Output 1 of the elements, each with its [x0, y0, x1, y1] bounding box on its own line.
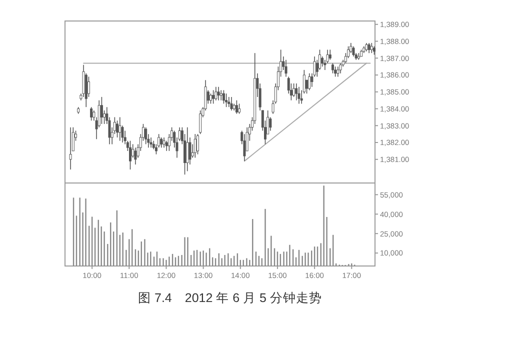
caption: 图 7.4 2012 年 6 月 5 分钟走势: [138, 291, 322, 305]
